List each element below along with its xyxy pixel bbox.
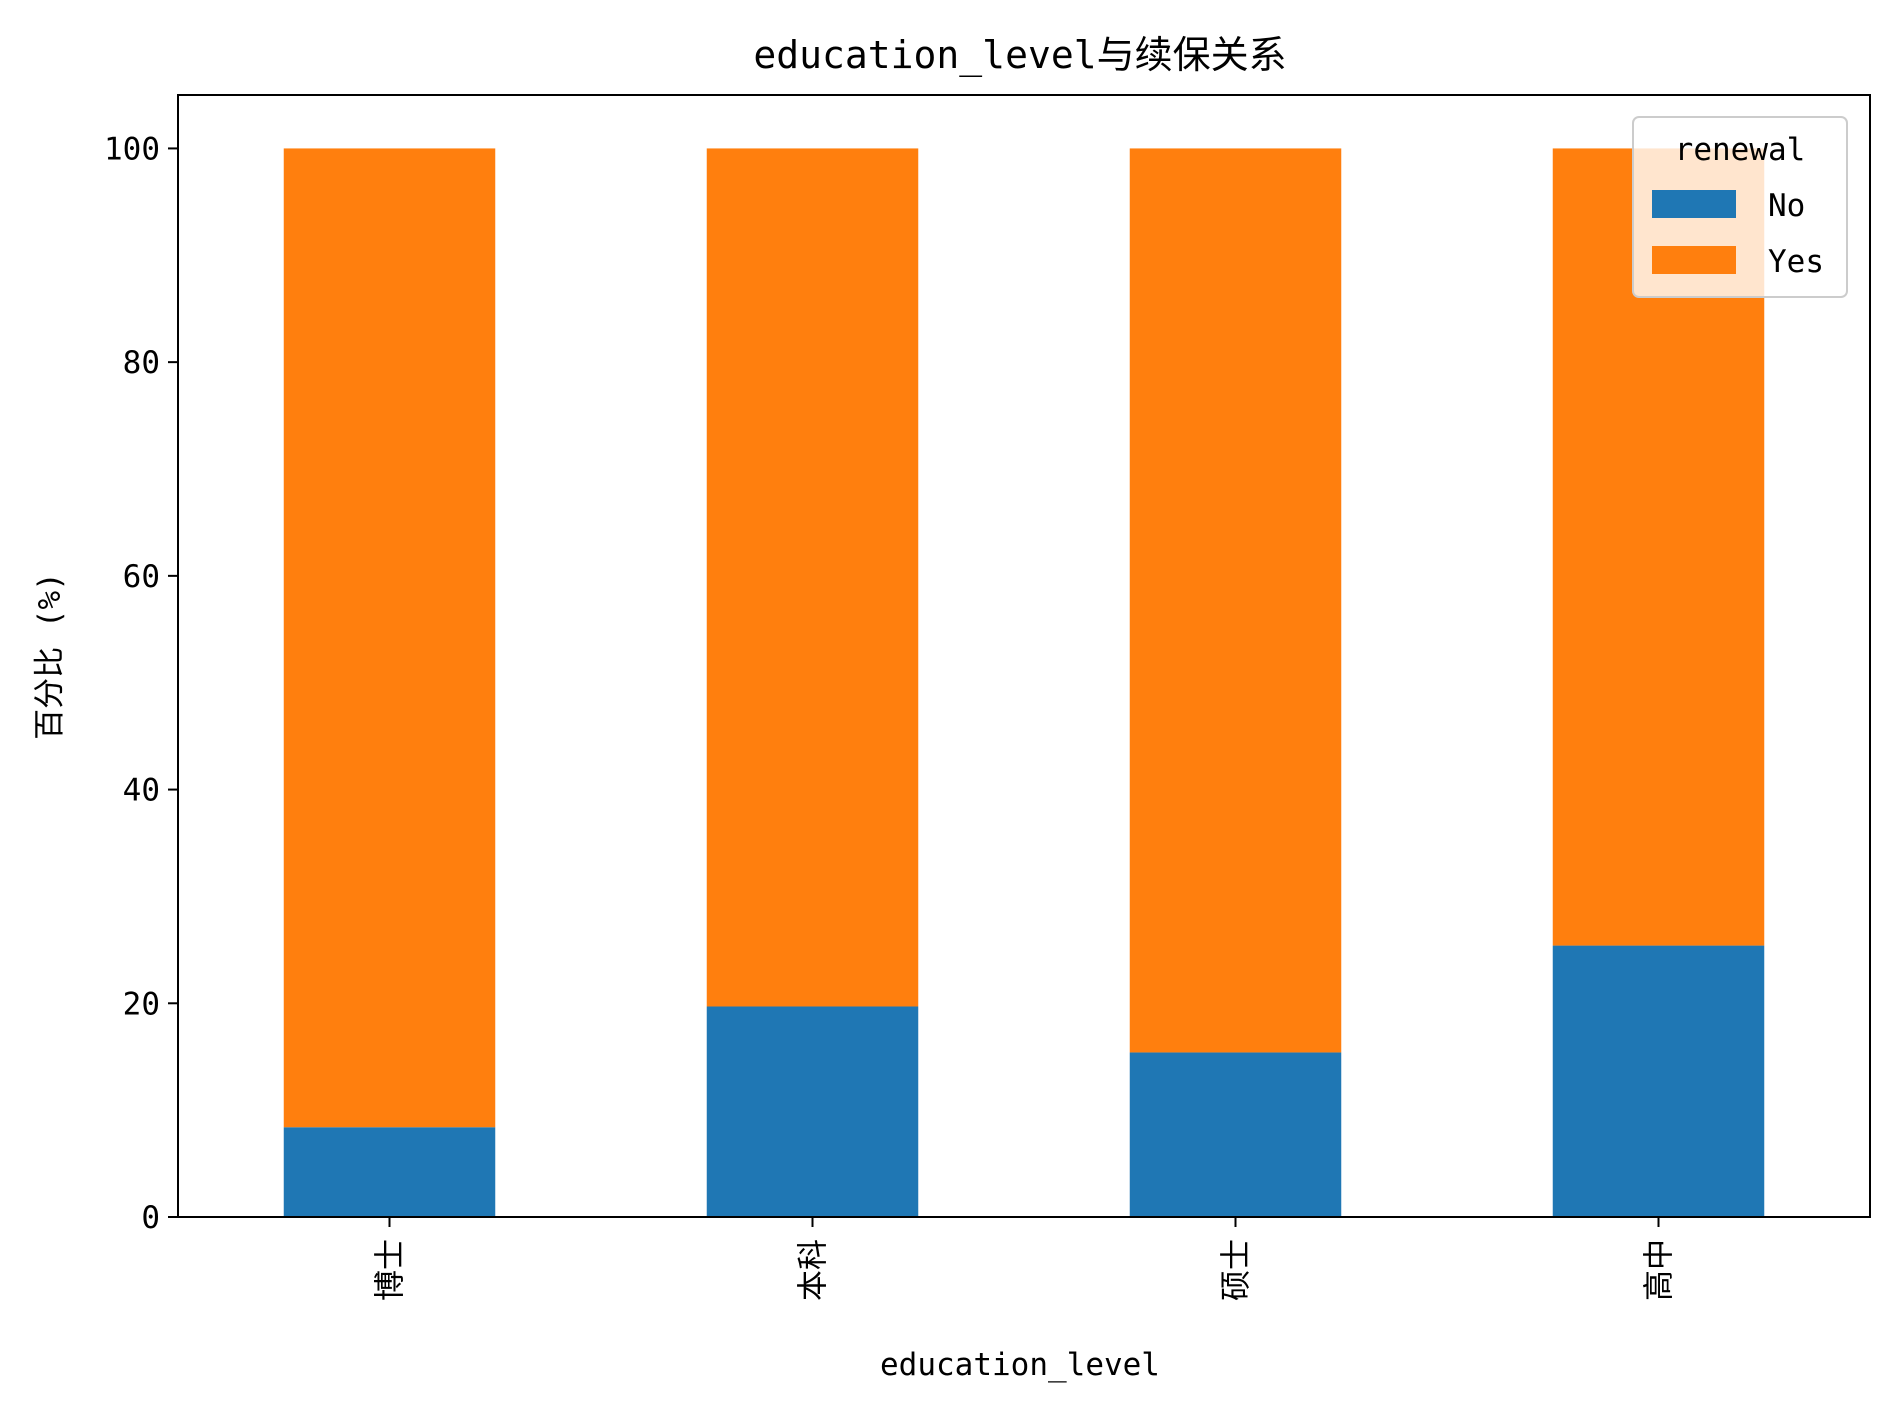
x-axis-label: education_level: [880, 1347, 1160, 1383]
x-axis: 博士 本科 硕士 高中: [373, 1217, 1678, 1301]
x-tick-label-3: 高中: [1642, 1239, 1678, 1301]
bar-yes-1: [706, 148, 919, 1007]
bar-no-3: [1552, 945, 1765, 1217]
legend-label-yes: Yes: [1768, 244, 1824, 280]
x-tick-label-0: 博士: [373, 1239, 409, 1301]
x-tick-label-1: 本科: [796, 1239, 832, 1301]
legend: renewal No Yes: [1632, 116, 1848, 298]
bar-no-1: [706, 1006, 919, 1217]
y-tick-label-20: 20: [123, 986, 160, 1022]
y-tick-label-100: 100: [104, 131, 160, 167]
legend-title: renewal: [1675, 132, 1806, 168]
y-tick-label-0: 0: [141, 1200, 160, 1236]
y-tick-label-60: 60: [123, 559, 160, 595]
bar-yes-0: [283, 148, 496, 1128]
y-axis: 0 20 40 60 80 100: [104, 131, 178, 1236]
y-tick-label-40: 40: [123, 773, 160, 809]
y-axis-label: 百分比 (%): [32, 572, 68, 740]
legend-swatch-yes: [1652, 246, 1736, 274]
bar-yes-2: [1129, 148, 1342, 1053]
plot-area-frame: [177, 94, 1871, 1218]
chart-title: education_level与续保关系: [753, 33, 1286, 78]
y-tick-label-80: 80: [123, 345, 160, 381]
bar-no-0: [283, 1127, 496, 1217]
bar-no-2: [1129, 1052, 1342, 1217]
legend-swatch-no: [1652, 190, 1736, 218]
x-tick-label-2: 硕士: [1219, 1239, 1255, 1301]
bars-group: [283, 148, 1765, 1217]
legend-label-no: No: [1768, 188, 1805, 224]
